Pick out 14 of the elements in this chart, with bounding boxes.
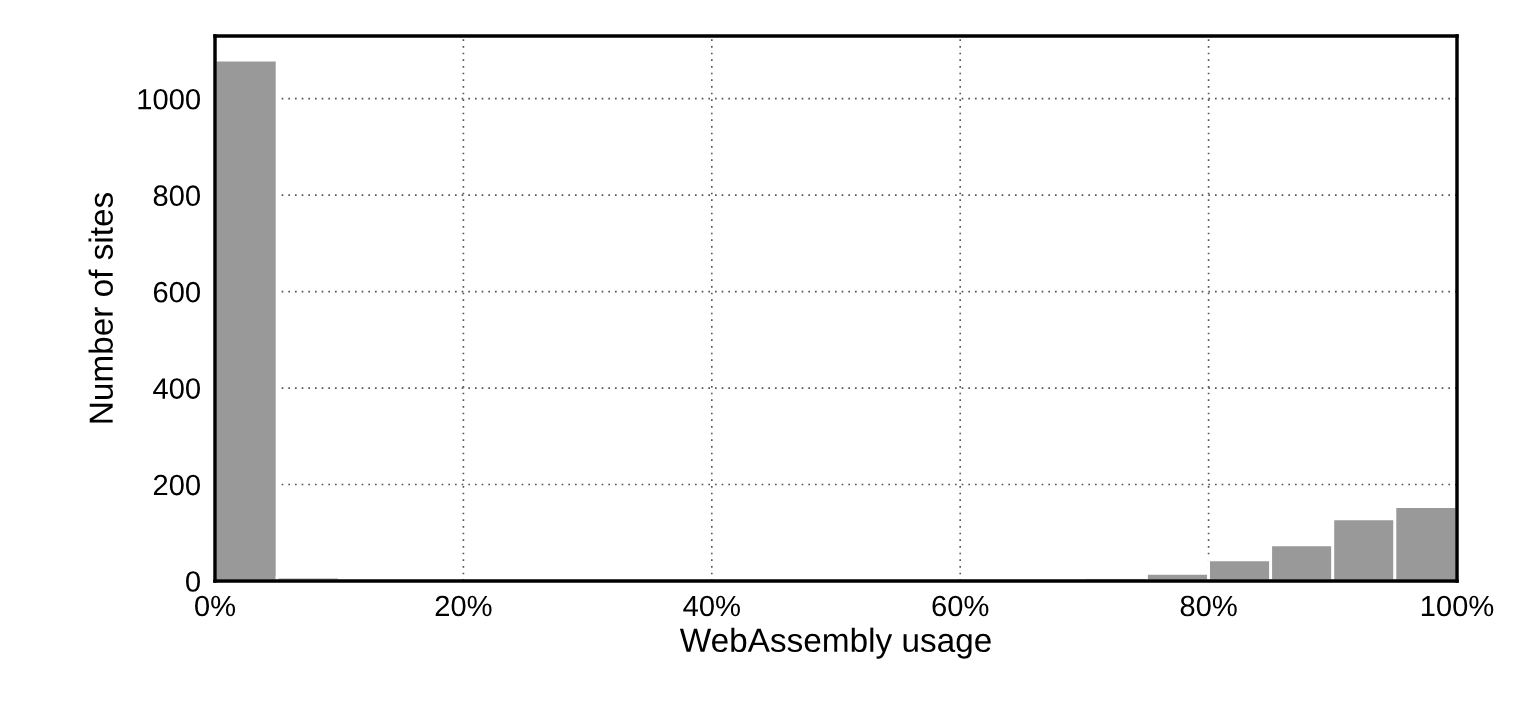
- y-tick-label: 200: [153, 474, 200, 496]
- x-tick-label: 100%: [1421, 595, 1494, 617]
- x-tick-label: 40%: [683, 595, 740, 617]
- y-tick-label: 800: [153, 185, 200, 207]
- y-tick-label: 1000: [138, 88, 200, 110]
- x-axis-title: WebAssembly usage: [679, 627, 991, 659]
- x-tick-label: 60%: [932, 595, 989, 617]
- x-tick-label: 0%: [195, 595, 236, 617]
- y-axis-title: Number of sites: [88, 192, 113, 423]
- y-tick-label: 0: [186, 571, 200, 592]
- x-tick-label: 80%: [1180, 595, 1237, 617]
- x-tick-label: 20%: [435, 595, 492, 617]
- y-tick-label: 400: [153, 378, 200, 399]
- y-tick-label: 600: [153, 281, 200, 303]
